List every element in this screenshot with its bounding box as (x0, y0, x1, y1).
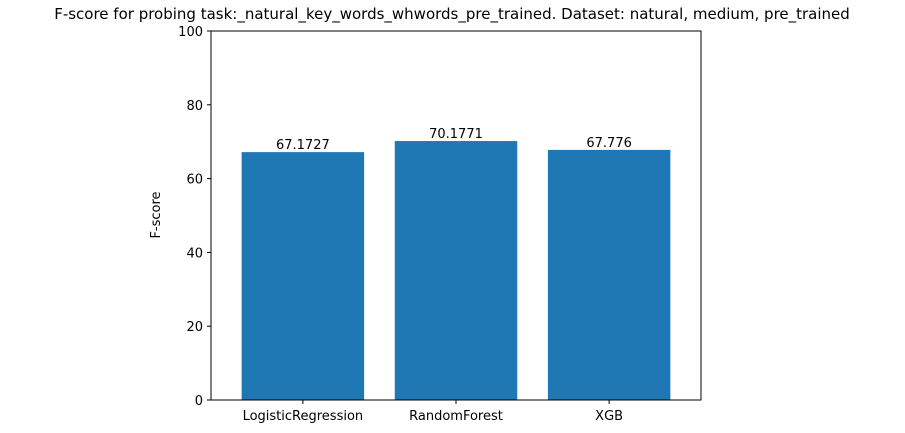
data-label-randomforest: 70.1771 (429, 127, 483, 142)
y-tick-label-20: 20 (186, 320, 203, 335)
y-tick-label-40: 40 (186, 246, 203, 261)
y-tick-label-0: 0 (195, 394, 203, 409)
x-tick-label-xgb: XGB (595, 409, 623, 424)
x-tick-label-randomforest: RandomForest (409, 409, 503, 424)
plot-frame (210, 30, 702, 401)
y-tick-label-60: 60 (186, 173, 203, 188)
y-axis: 0 20 40 60 80 100 (178, 25, 211, 409)
data-label-logisticregression: 67.1727 (276, 138, 330, 153)
x-axis: LogisticRegression RandomForest XGB (243, 400, 623, 424)
bar-logisticregression (241, 152, 365, 400)
bar-xgb (547, 149, 671, 400)
data-labels-group: 67.1727 70.1771 67.776 (276, 127, 632, 153)
bar-randomforest (394, 141, 518, 400)
y-tick-label-100: 100 (178, 25, 203, 40)
y-axis-label: F-score (149, 191, 164, 238)
x-tick-label-logisticregression: LogisticRegression (243, 409, 364, 424)
y-tick-label-80: 80 (186, 99, 203, 114)
chart-title: F-score for probing task:_natural_key_wo… (54, 5, 850, 24)
bars-group (241, 141, 671, 400)
data-label-xgb: 67.776 (586, 136, 632, 151)
